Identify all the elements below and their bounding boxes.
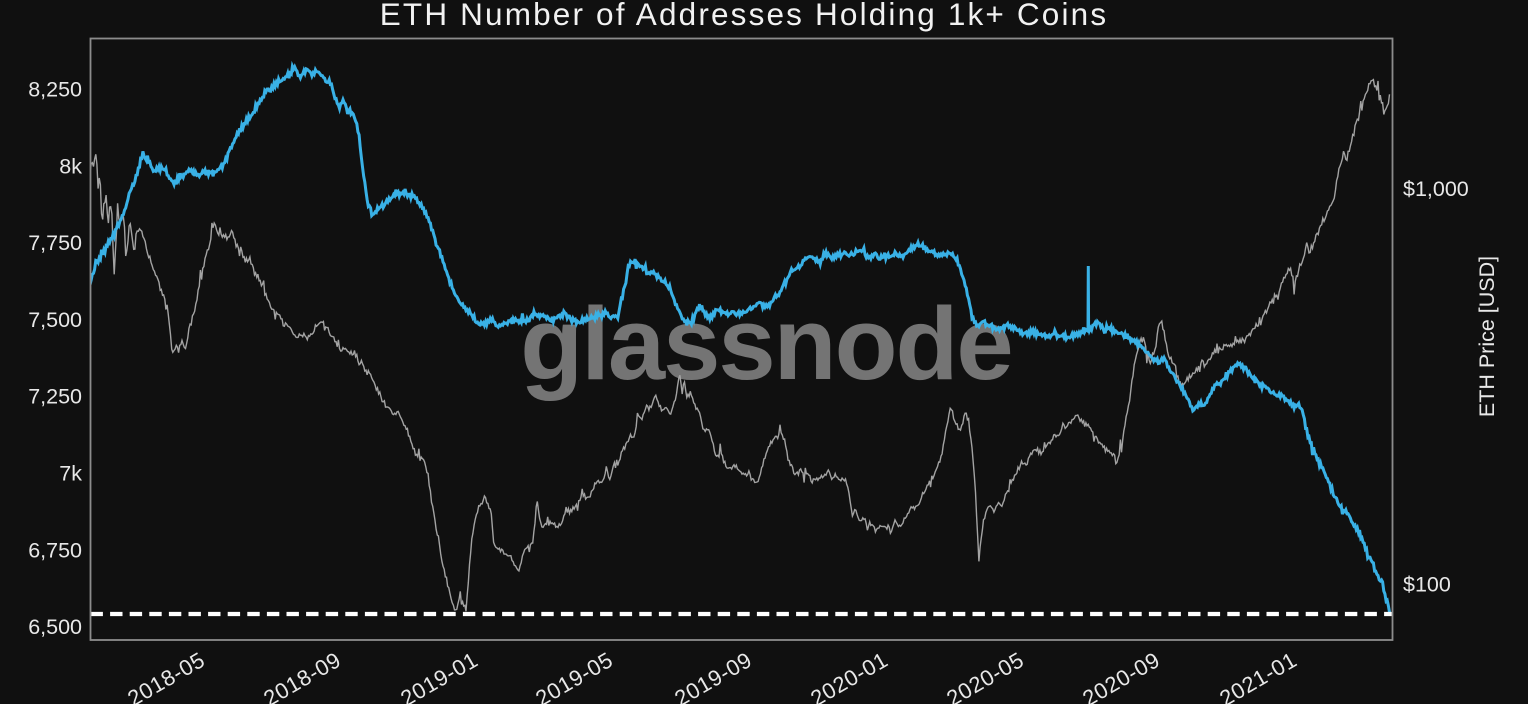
svg-text:7,250: 7,250: [28, 385, 82, 409]
svg-text:8k: 8k: [59, 154, 82, 178]
svg-text:7,750: 7,750: [28, 231, 82, 255]
svg-text:8,250: 8,250: [28, 78, 82, 102]
svg-text:$100: $100: [1403, 573, 1451, 597]
svg-text:ETH Price [USD]: ETH Price [USD]: [1475, 256, 1499, 417]
svg-text:7,500: 7,500: [28, 308, 82, 332]
svg-text:6,500: 6,500: [28, 615, 82, 639]
svg-text:7k: 7k: [59, 462, 82, 486]
svg-text:ETH Number of Addresses Holdin: ETH Number of Addresses Holding 1k+ Coin…: [380, 0, 1108, 32]
svg-text:6,750: 6,750: [28, 538, 82, 562]
svg-text:$1,000: $1,000: [1403, 177, 1469, 201]
